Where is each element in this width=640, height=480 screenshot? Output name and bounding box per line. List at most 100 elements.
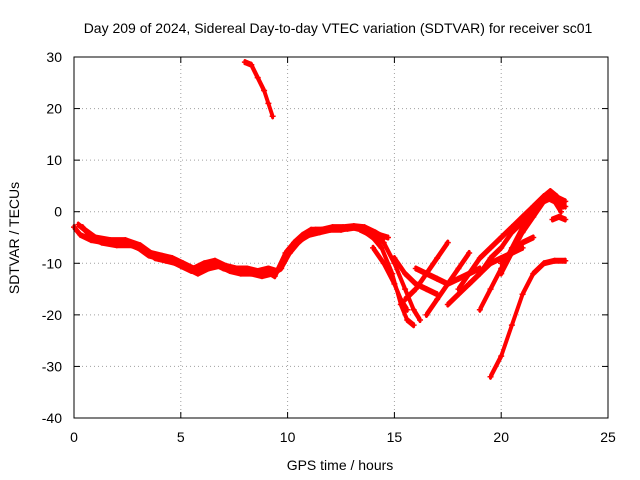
data-point bbox=[162, 257, 169, 264]
data-point bbox=[367, 231, 374, 238]
data-point bbox=[201, 260, 208, 267]
data-point bbox=[402, 296, 409, 303]
data-point bbox=[562, 257, 569, 264]
data-point bbox=[498, 244, 505, 251]
data-point bbox=[402, 270, 409, 277]
data-point bbox=[549, 216, 556, 223]
data-point bbox=[423, 270, 430, 277]
x-tick-label: 20 bbox=[493, 429, 509, 445]
data-point bbox=[391, 255, 398, 262]
data-point bbox=[79, 224, 86, 231]
data-point bbox=[530, 213, 537, 220]
x-axis-label: GPS time / hours bbox=[287, 457, 394, 473]
data-point bbox=[286, 249, 293, 256]
data-point bbox=[402, 286, 409, 293]
data-point bbox=[551, 193, 558, 200]
data-point bbox=[226, 268, 233, 275]
data-point bbox=[444, 280, 451, 287]
series-track-1c bbox=[79, 224, 391, 280]
data-point bbox=[295, 239, 302, 246]
data-point bbox=[278, 265, 285, 272]
y-tick-label: -30 bbox=[42, 358, 62, 374]
data-point bbox=[519, 291, 526, 298]
data-point bbox=[560, 203, 567, 210]
data-point bbox=[498, 260, 505, 267]
data-point bbox=[244, 265, 251, 272]
data-point bbox=[551, 257, 558, 264]
y-tick-label: 10 bbox=[46, 152, 62, 168]
data-point bbox=[378, 244, 385, 251]
data-point bbox=[370, 244, 377, 251]
y-tick-label: -40 bbox=[42, 410, 62, 426]
data-point bbox=[333, 225, 340, 232]
data-point bbox=[455, 291, 462, 298]
data-point bbox=[410, 306, 417, 313]
series-track-3c bbox=[370, 244, 411, 313]
data-point bbox=[444, 301, 451, 308]
data-point bbox=[423, 311, 430, 318]
y-tick-label: 0 bbox=[54, 204, 62, 220]
data-point bbox=[211, 257, 218, 264]
data-point bbox=[248, 61, 255, 68]
data-point bbox=[391, 280, 398, 287]
series-track-13 bbox=[498, 234, 537, 267]
data-point bbox=[88, 234, 95, 241]
data-point bbox=[303, 231, 310, 238]
data-point bbox=[508, 322, 515, 329]
data-point bbox=[476, 255, 483, 262]
series-track-12 bbox=[487, 257, 569, 380]
x-tick-label: 10 bbox=[280, 429, 296, 445]
series-line bbox=[499, 237, 535, 267]
y-tick-label: 20 bbox=[46, 101, 62, 117]
data-point bbox=[237, 270, 244, 277]
y-tick-label: -20 bbox=[42, 307, 62, 323]
series-line bbox=[489, 260, 567, 380]
x-tick-label: 0 bbox=[70, 429, 78, 445]
data-point bbox=[455, 265, 462, 272]
data-point bbox=[466, 249, 473, 256]
series-track-6 bbox=[423, 249, 473, 318]
data-point bbox=[269, 270, 276, 277]
data-point bbox=[555, 213, 562, 220]
data-point bbox=[508, 229, 515, 236]
data-point bbox=[423, 286, 430, 293]
data-point bbox=[98, 239, 105, 246]
data-point bbox=[265, 265, 272, 272]
data-point bbox=[417, 317, 424, 324]
data-point bbox=[519, 239, 526, 246]
data-point bbox=[540, 198, 547, 205]
data-point bbox=[476, 306, 483, 313]
x-tick-label: 25 bbox=[600, 429, 616, 445]
series-track-5 bbox=[402, 239, 451, 303]
x-tick-label: 5 bbox=[177, 429, 185, 445]
data-point bbox=[476, 270, 483, 277]
data-point bbox=[498, 353, 505, 360]
data-point bbox=[113, 242, 120, 249]
series-track-14 bbox=[549, 213, 569, 223]
data-point bbox=[434, 296, 441, 303]
data-point bbox=[466, 270, 473, 277]
data-point bbox=[384, 234, 391, 241]
data-point bbox=[487, 255, 494, 262]
data-point bbox=[152, 255, 159, 262]
data-point bbox=[269, 113, 276, 120]
y-axis-label: SDTVAR / TECUs bbox=[6, 182, 22, 294]
data-point bbox=[455, 275, 462, 282]
data-point bbox=[75, 221, 82, 228]
chart-title: Day 209 of 2024, Sidereal Day-to-day VTE… bbox=[84, 20, 593, 36]
data-point bbox=[412, 265, 419, 272]
data-point bbox=[254, 74, 261, 81]
data-point bbox=[519, 229, 526, 236]
data-point bbox=[466, 280, 473, 287]
data-point bbox=[412, 286, 419, 293]
data-point bbox=[434, 255, 441, 262]
plot-frame bbox=[73, 56, 609, 419]
data-point bbox=[498, 270, 505, 277]
data-point bbox=[323, 226, 330, 233]
data-point bbox=[258, 273, 265, 280]
x-tick-labels: 0 5 10 15 20 25 bbox=[70, 429, 616, 445]
data-point bbox=[312, 226, 319, 233]
data-point bbox=[540, 260, 547, 267]
data-point bbox=[455, 286, 462, 293]
